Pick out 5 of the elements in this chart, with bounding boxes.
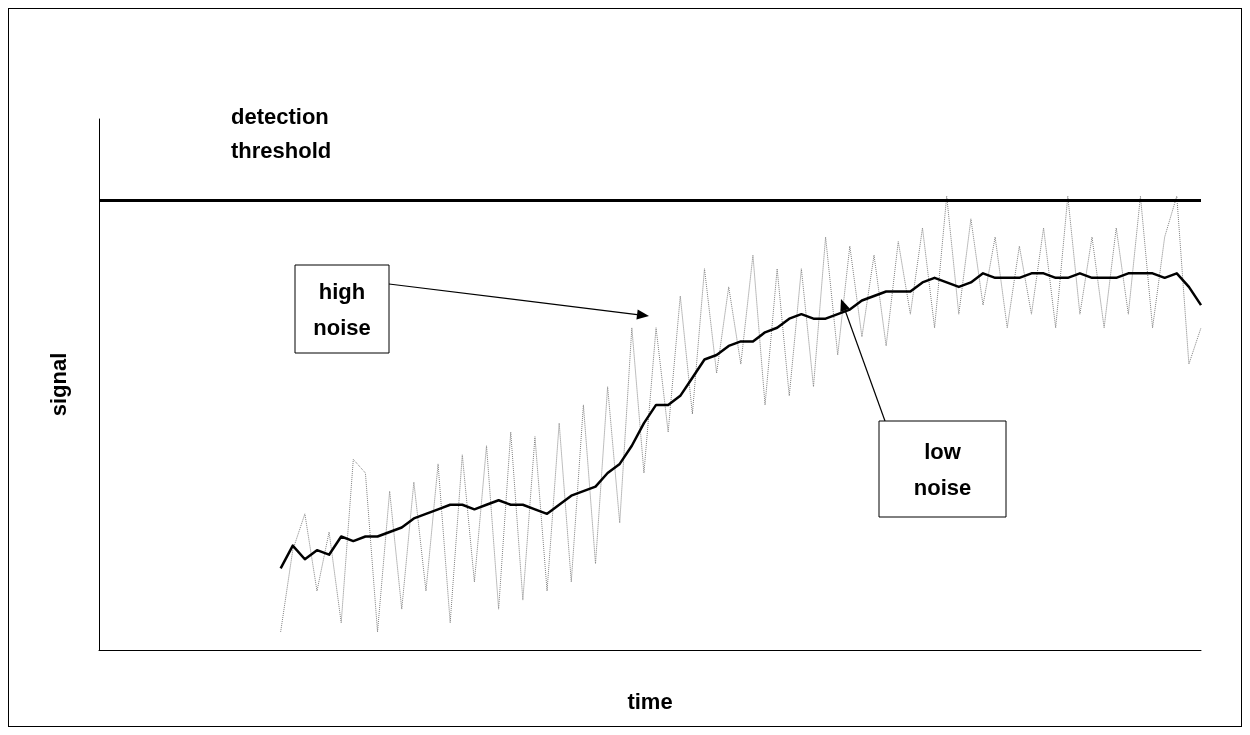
annotation: low noise — [913, 438, 972, 500]
x-axis-title: time — [627, 688, 673, 714]
annotation: high noise — [313, 278, 371, 340]
y-axis-title: signal — [45, 352, 71, 417]
ref-line-label: detection threshold — [231, 103, 332, 163]
